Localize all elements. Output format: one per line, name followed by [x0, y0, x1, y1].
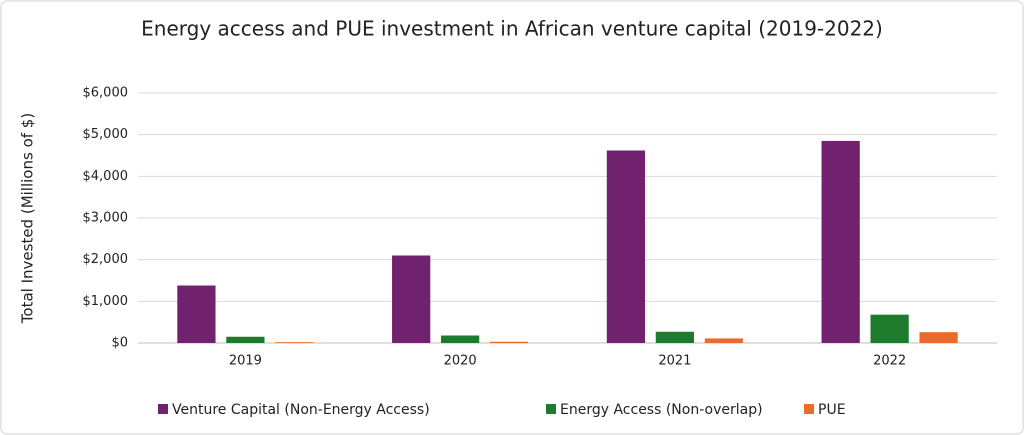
bar [655, 331, 694, 343]
legend-swatch [546, 404, 556, 414]
bar [870, 314, 909, 343]
bar [704, 338, 743, 343]
bar [606, 150, 646, 343]
chart-title: Energy access and PUE investment in Afri… [141, 17, 883, 41]
bar [177, 285, 216, 343]
y-tick-label: $2,000 [83, 252, 129, 267]
x-tick-label: 2019 [229, 354, 262, 369]
x-tick-label: 2020 [444, 354, 477, 369]
bar [821, 140, 860, 343]
y-tick-label: $0 [111, 336, 128, 351]
bar [919, 332, 958, 343]
y-tick-label: $3,000 [83, 211, 129, 226]
y-tick-label: $1,000 [83, 294, 129, 309]
x-tick-label: 2021 [658, 354, 691, 369]
legend-label: Venture Capital (Non-Energy Access) [172, 402, 430, 418]
y-axis-label: Total Invested (Millions of $) [19, 113, 37, 324]
y-tick-label: $5,000 [83, 127, 129, 142]
x-tick-label: 2022 [873, 354, 906, 369]
legend-label: PUE [818, 402, 846, 418]
bar [275, 342, 314, 343]
y-tick-label: $4,000 [83, 169, 129, 184]
y-tick-label: $6,000 [83, 86, 129, 101]
legend-label: Energy Access (Non-overlap) [560, 402, 763, 418]
legend-swatch [158, 404, 168, 414]
bar [489, 341, 529, 343]
bar [441, 335, 480, 343]
bar [392, 255, 431, 343]
legend-swatch [804, 404, 814, 414]
bar [226, 336, 265, 343]
